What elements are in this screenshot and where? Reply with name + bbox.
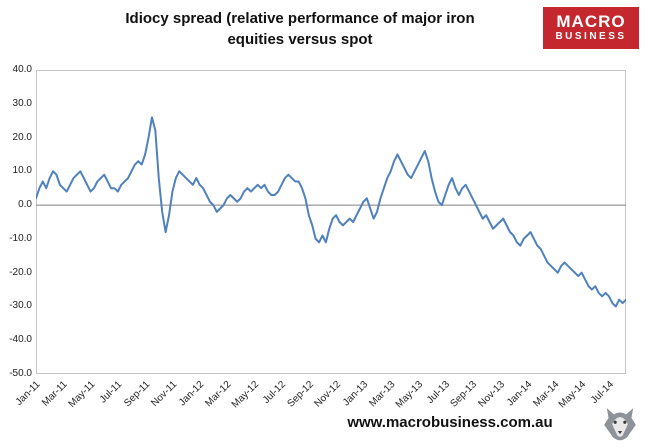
x-axis-tick-label: Jan-14	[504, 379, 534, 409]
chart-title-line1: Idiocy spread (relative performance of m…	[125, 10, 475, 27]
x-axis-tick-label: Jan-12	[177, 379, 207, 409]
x-axis-tick-label: Jul-11	[98, 379, 125, 406]
y-axis-tick-label: -50.0	[9, 368, 32, 379]
wolf-logo	[604, 408, 636, 441]
wolf-nose	[617, 431, 623, 435]
x-axis-tick-label: Jan-11	[13, 379, 43, 408]
logo-text-business: BUSINESS	[555, 31, 627, 42]
x-axis-tick-label: Sep-11	[121, 379, 152, 410]
x-axis-tick-label: Sep-12	[285, 379, 316, 410]
chart-title: Idiocy spread (relative performance of m…	[0, 8, 600, 50]
wolf-eye-left	[613, 420, 617, 424]
x-axis-tick-label: Sep-13	[448, 379, 480, 410]
x-axis-tick-label: Nov-12	[312, 379, 343, 410]
y-axis-tick-label: 20.0	[12, 131, 32, 143]
x-axis-tick-label: Mar-14	[530, 379, 562, 410]
macrobusiness-logo: MACRO BUSINESS	[543, 7, 639, 49]
x-axis-tick-label: Jul-12	[261, 379, 289, 407]
x-axis-tick-label: May-13	[393, 379, 425, 411]
x-axis-tick-label: May-14	[557, 379, 589, 411]
wolf-eye-right	[623, 420, 627, 424]
x-axis-tick-label: Nov-11	[149, 379, 180, 410]
x-axis-tick-label: Mar-11	[40, 379, 71, 409]
y-axis-tick-label: 10.0	[12, 165, 32, 177]
y-axis-tick-label: -10.0	[9, 232, 32, 244]
x-axis-tick-label: Nov-13	[476, 379, 507, 410]
plot-border	[36, 70, 626, 374]
spread-series-line	[35, 116, 627, 308]
x-axis-tick-label: May-12	[229, 379, 262, 411]
y-axis-tick-label: 0.0	[18, 199, 32, 211]
y-axis-tick-label: 40.0	[12, 64, 32, 75]
spread-line-chart	[35, 70, 627, 374]
chart-title-line2: equities versus spot	[227, 31, 373, 48]
x-axis-tick-label: May-11	[66, 379, 98, 410]
x-axis-tick-label: Jan-13	[340, 379, 371, 409]
y-axis-tick-label: -20.0	[9, 266, 32, 278]
x-axis-tick-label: Mar-13	[367, 379, 398, 410]
x-axis-tick-label: Mar-12	[203, 379, 234, 410]
site-url: www.macrobusiness.com.au	[347, 414, 553, 431]
logo-text-macro: MACRO	[556, 12, 626, 31]
y-axis-tick-label: -30.0	[9, 300, 32, 312]
y-axis-tick-label: -40.0	[9, 334, 32, 346]
y-axis-tick-label: 30.0	[12, 97, 32, 109]
plot-area	[35, 70, 627, 374]
